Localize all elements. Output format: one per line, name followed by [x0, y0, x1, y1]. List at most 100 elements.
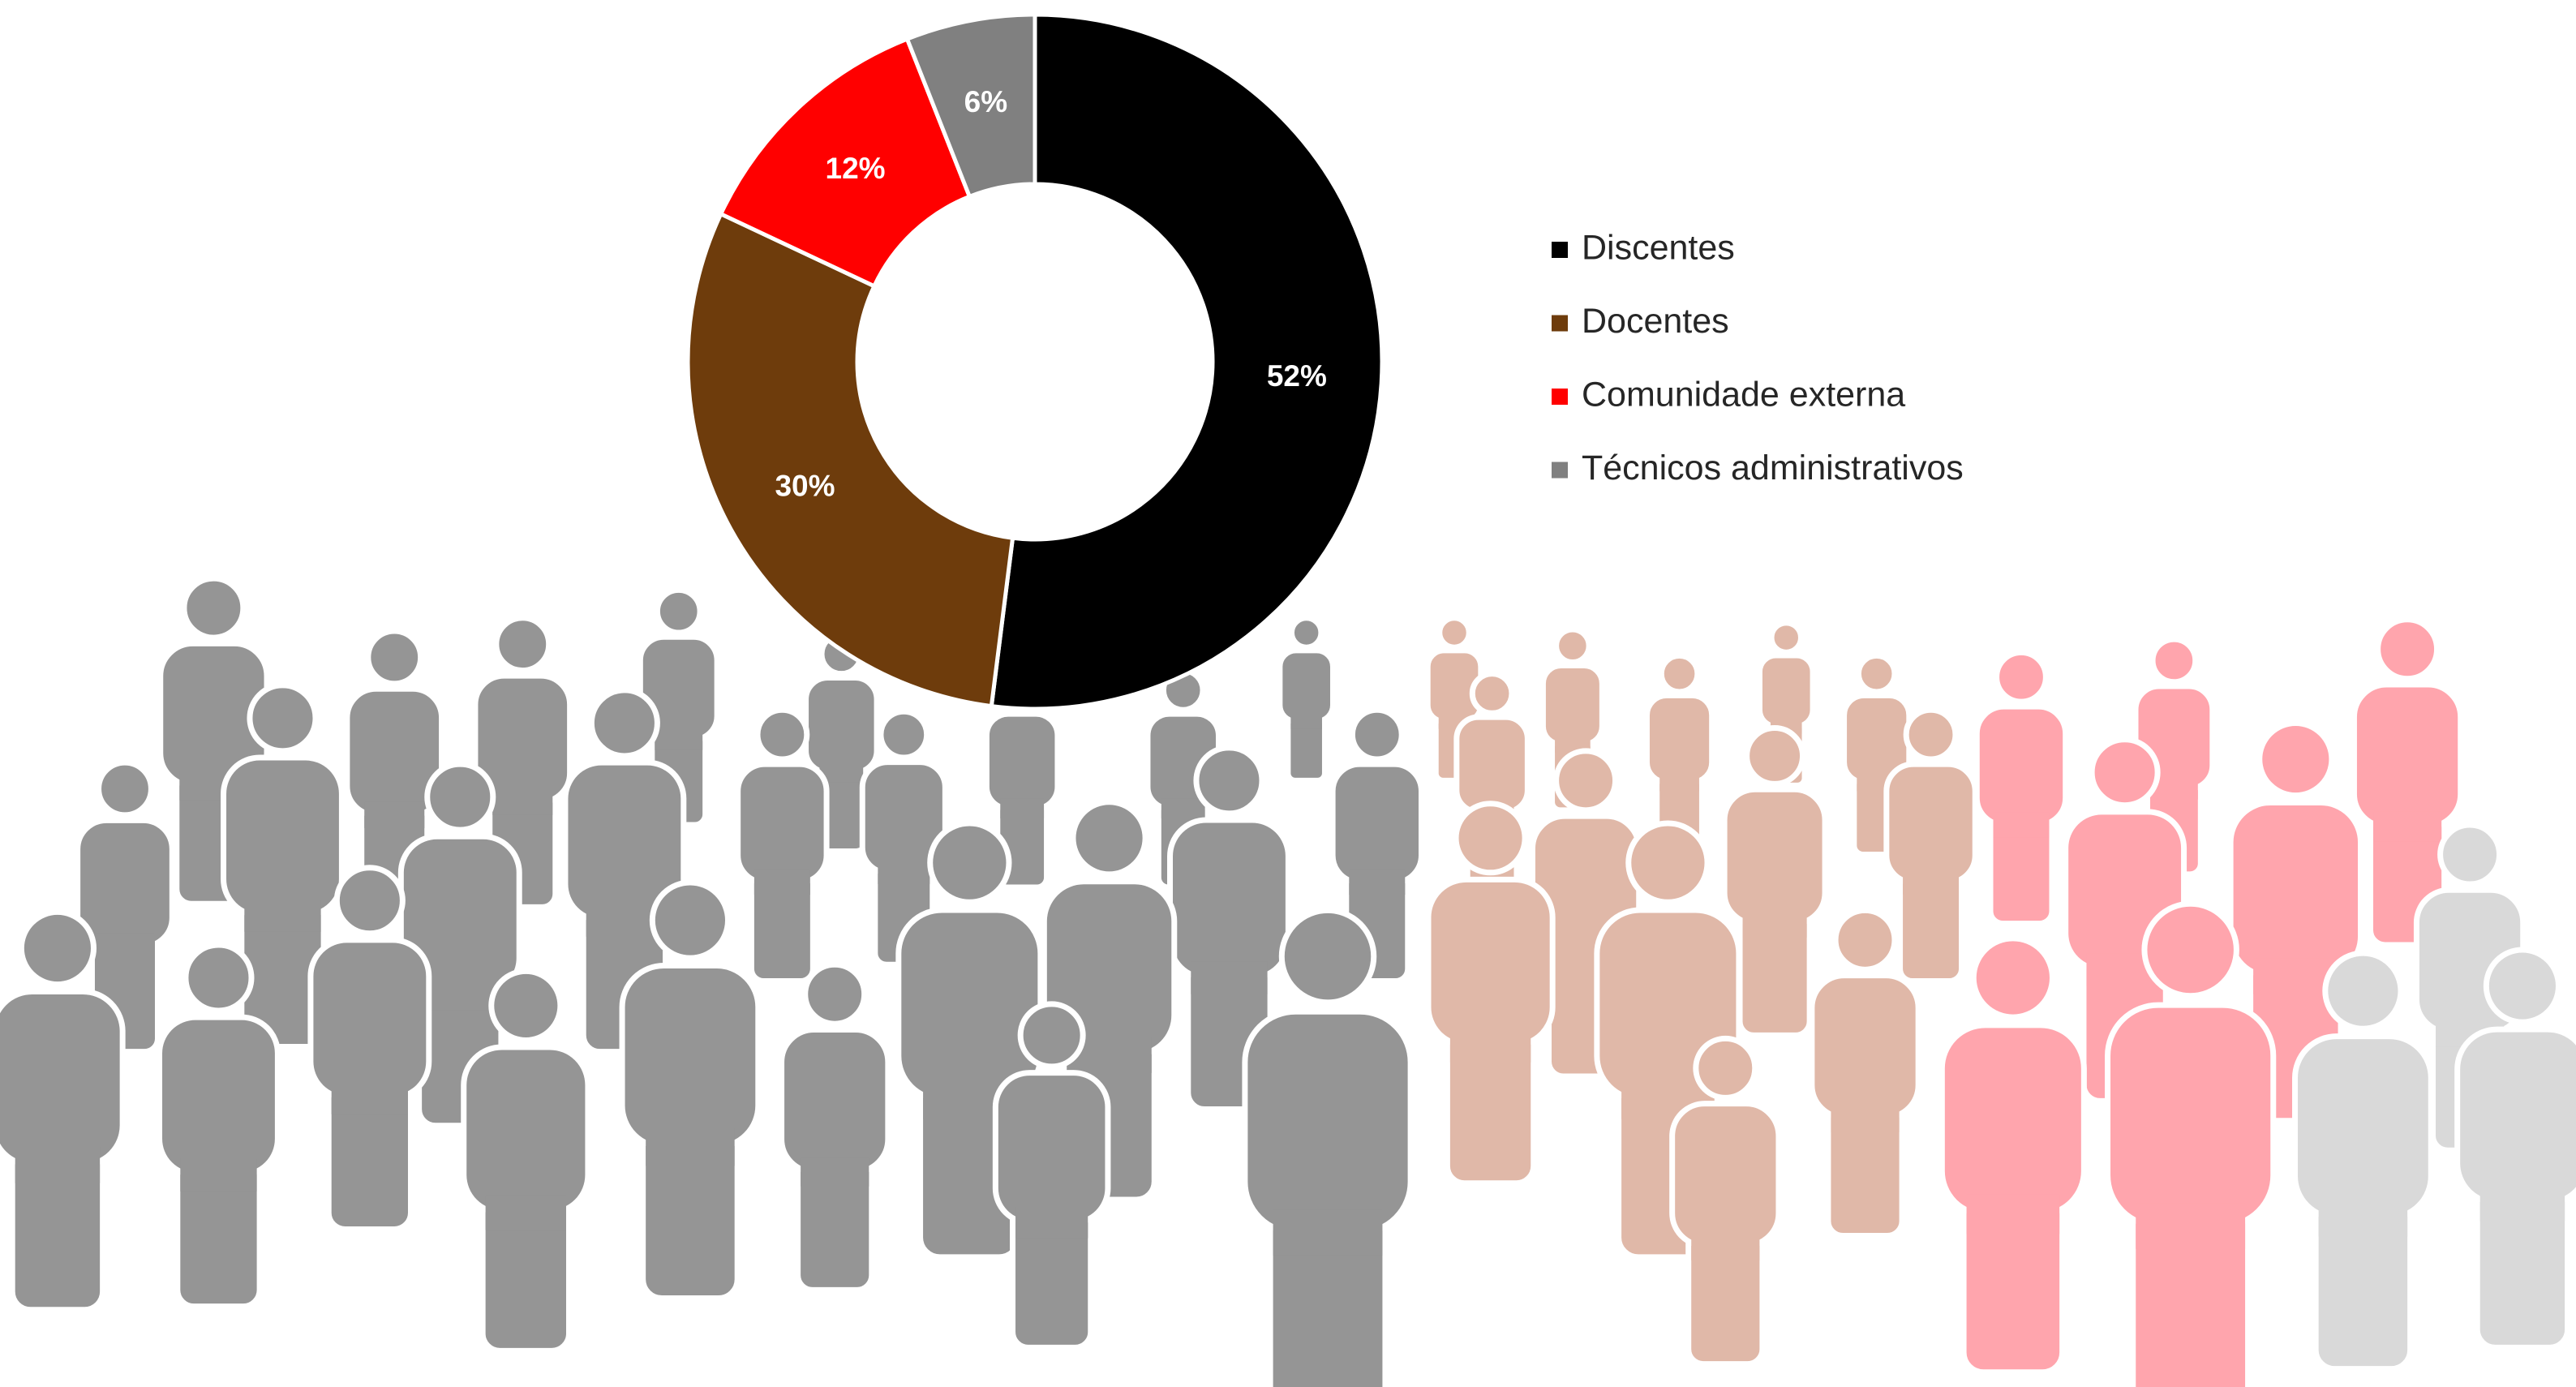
- person: [1973, 649, 2069, 927]
- data-label: 52%: [1267, 359, 1327, 393]
- legend-swatch: [1552, 462, 1568, 479]
- person-body: [1809, 973, 1921, 1121]
- person: [735, 706, 830, 985]
- person-body: [2292, 1033, 2434, 1221]
- person-body: [1669, 1101, 1782, 1249]
- person-head: [333, 865, 406, 937]
- person-head: [2141, 900, 2239, 999]
- person-body: [1242, 1008, 1414, 1235]
- legend-swatch: [1552, 389, 1568, 405]
- person-head: [2322, 950, 2404, 1032]
- person-legs-fill: [1273, 1209, 1383, 1256]
- person-body: [1721, 786, 1828, 927]
- person-legs-fill: [1691, 1230, 1760, 1260]
- person-legs-fill: [1349, 870, 1406, 895]
- person-head: [2483, 947, 2561, 1025]
- person-legs-fill: [1000, 798, 1045, 818]
- person-head: [18, 908, 97, 988]
- data-label: 6%: [964, 85, 1007, 118]
- person-body: [992, 1070, 1111, 1226]
- legend-swatch: [1552, 242, 1568, 258]
- person-legs-fill: [485, 1195, 567, 1230]
- person-legs-fill: [801, 1157, 869, 1187]
- person-body: [895, 907, 1044, 1102]
- legend-label: Comunidade externa: [1582, 375, 1905, 414]
- person: [992, 1001, 1111, 1350]
- person-head: [2256, 719, 2335, 799]
- person-body: [1167, 817, 1291, 981]
- person-legs-fill: [1290, 714, 1322, 729]
- person-legs-fill: [1161, 798, 1205, 818]
- person-legs-fill: [2373, 811, 2442, 842]
- person-head: [1017, 1001, 1086, 1070]
- person-head: [1625, 820, 1711, 905]
- data-label: 30%: [775, 470, 835, 503]
- legend-swatch: [1552, 315, 1568, 332]
- person-head: [2149, 636, 2199, 685]
- person-head: [927, 820, 1012, 905]
- person-head: [247, 682, 319, 754]
- people-illustration: [0, 575, 2576, 1387]
- person-body: [157, 1014, 281, 1179]
- person-legs-fill: [1449, 1028, 1531, 1063]
- person: [0, 908, 126, 1313]
- person-body: [221, 754, 345, 918]
- person-legs-fill: [1191, 961, 1268, 994]
- person-head: [365, 628, 424, 687]
- person-legs-fill: [364, 801, 425, 829]
- person: [1669, 1035, 1782, 1368]
- person-head: [1855, 652, 1898, 695]
- person: [1242, 907, 1414, 1387]
- person: [75, 759, 175, 1055]
- legend-label: Docentes: [1582, 302, 1729, 341]
- person-head: [1278, 907, 1377, 1006]
- person: [221, 682, 345, 1050]
- person-head: [2089, 736, 2161, 809]
- person-head: [182, 942, 255, 1014]
- person: [1938, 935, 2087, 1376]
- person-legs-fill: [2479, 1184, 2565, 1222]
- person: [1277, 615, 1336, 784]
- person-legs-fill: [1831, 1102, 1900, 1132]
- person-body: [1329, 761, 1424, 886]
- person-legs-fill: [94, 933, 155, 960]
- person: [1883, 706, 1978, 985]
- person-head: [1744, 725, 1806, 787]
- person: [1425, 801, 1556, 1187]
- person-body: [1938, 1022, 2087, 1217]
- person: [1809, 907, 1921, 1239]
- person-body: [0, 989, 126, 1168]
- person-body: [619, 962, 762, 1150]
- person: [2413, 822, 2527, 1153]
- person-head: [1469, 671, 1515, 716]
- person-head: [424, 761, 496, 833]
- person-head: [2437, 822, 2503, 887]
- person-body: [1539, 663, 1605, 748]
- person: [2292, 950, 2434, 1372]
- person-body: [2105, 1002, 2277, 1229]
- person-legs-fill: [492, 788, 553, 815]
- person-legs-fill: [2318, 1198, 2408, 1237]
- person: [1041, 799, 1178, 1203]
- legend: Discentes Docentes Comunidade externa Técni…: [1552, 228, 1964, 487]
- person: [307, 865, 432, 1232]
- person-legs-fill: [646, 1127, 735, 1166]
- donut-segment: [989, 12, 1385, 711]
- person: [779, 961, 891, 1293]
- person-legs-fill: [1903, 870, 1960, 895]
- person-body: [1277, 647, 1336, 724]
- person-body: [1425, 876, 1556, 1049]
- person-body: [1643, 692, 1715, 785]
- person-head: [1768, 620, 1804, 655]
- person-legs-fill: [1742, 909, 1807, 938]
- person-legs-fill: [15, 1147, 101, 1183]
- person-body: [2227, 799, 2364, 979]
- person-body: [461, 1044, 591, 1216]
- person-head: [588, 687, 660, 759]
- donut: 52% 30% 12% 6%: [685, 12, 1385, 711]
- person: [2105, 900, 2277, 1387]
- person-body: [75, 817, 175, 950]
- person-legs-fill: [655, 728, 703, 750]
